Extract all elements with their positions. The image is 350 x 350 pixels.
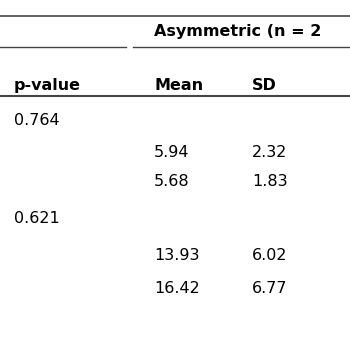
Text: 16.42: 16.42 xyxy=(154,281,200,296)
Text: 0.764: 0.764 xyxy=(14,113,60,128)
Text: Mean: Mean xyxy=(154,78,203,93)
Text: 5.94: 5.94 xyxy=(154,145,189,160)
Text: 5.68: 5.68 xyxy=(154,175,190,189)
Text: 0.621: 0.621 xyxy=(14,211,60,226)
Text: SD: SD xyxy=(252,78,277,93)
Text: 2.32: 2.32 xyxy=(252,145,287,160)
Text: 6.02: 6.02 xyxy=(252,248,287,263)
Text: 13.93: 13.93 xyxy=(154,248,199,263)
Text: 6.77: 6.77 xyxy=(252,281,287,296)
Text: p-value: p-value xyxy=(14,78,81,93)
Text: Asymmetric (n = 2: Asymmetric (n = 2 xyxy=(154,24,321,39)
Text: 1.83: 1.83 xyxy=(252,175,288,189)
